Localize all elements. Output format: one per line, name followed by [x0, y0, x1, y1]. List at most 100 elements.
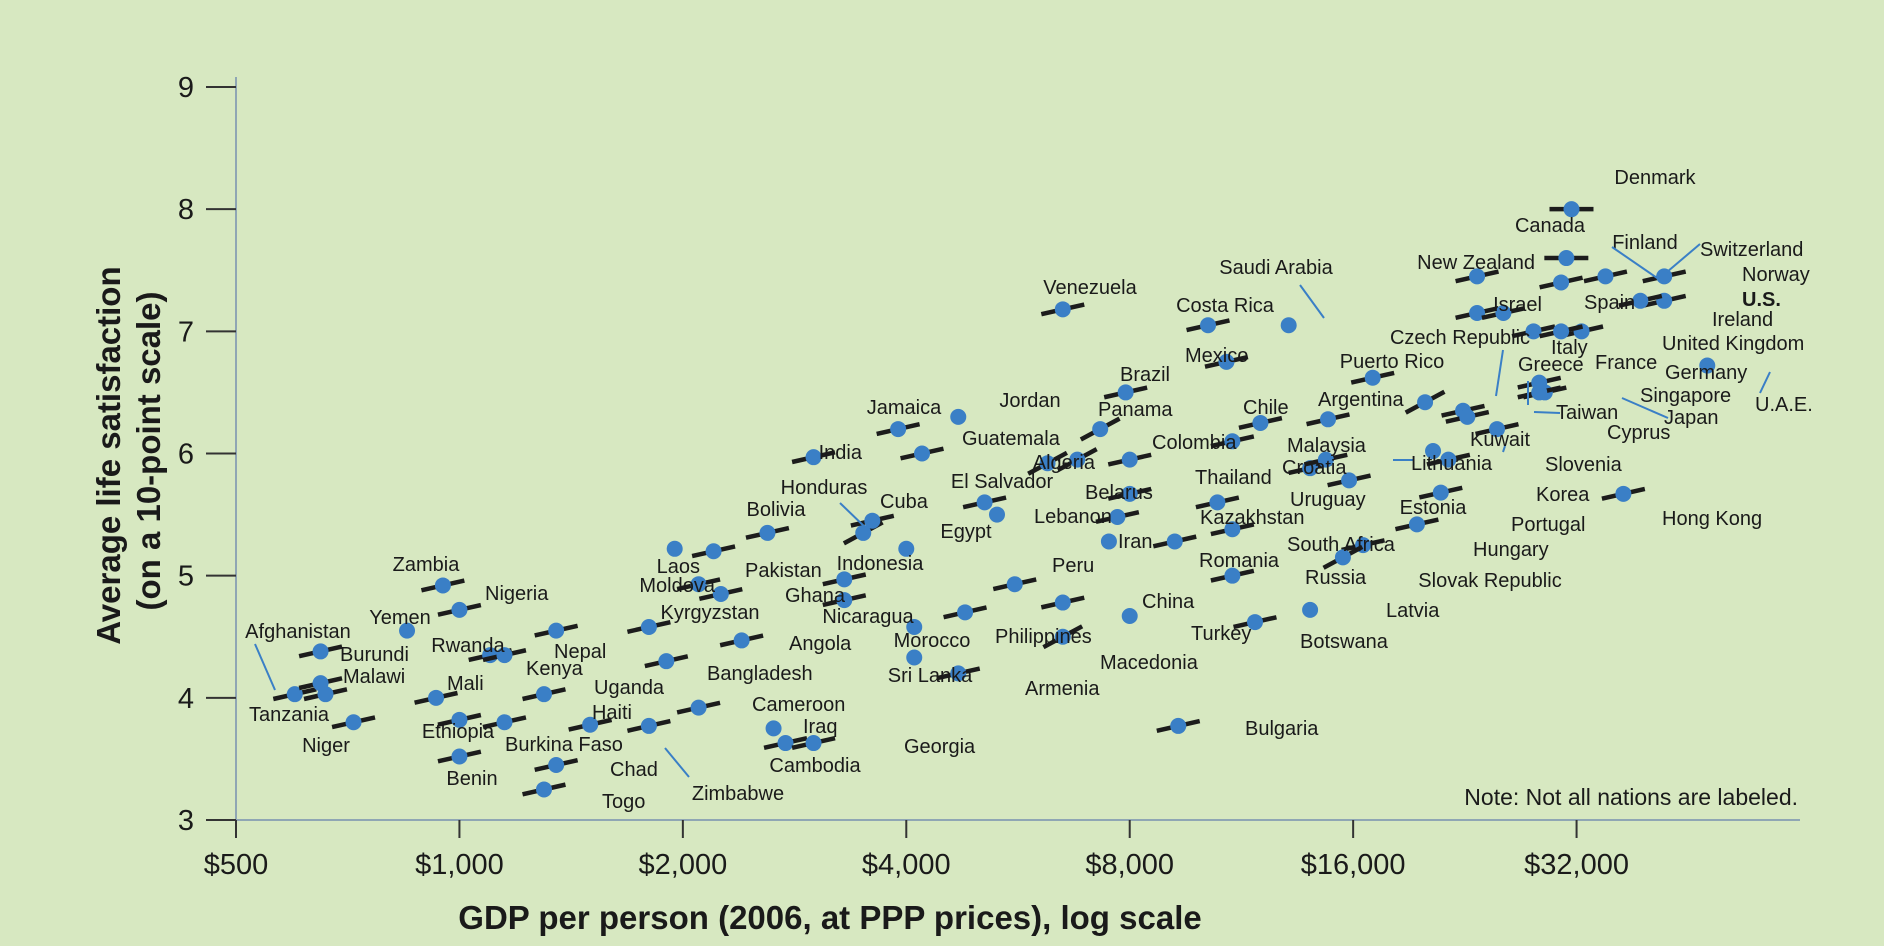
data-point	[1209, 494, 1226, 511]
country-label: Bolivia	[747, 499, 807, 521]
data-point	[1615, 485, 1632, 502]
data-point	[1425, 443, 1442, 460]
data-point	[777, 735, 794, 752]
country-label: Kenya	[526, 658, 584, 680]
country-label: Iran	[1118, 531, 1152, 553]
data-point	[1006, 576, 1023, 593]
country-label: Norway	[1742, 264, 1810, 286]
country-label: Niger	[302, 735, 350, 757]
country-label: Chile	[1243, 397, 1289, 419]
data-point	[1039, 455, 1056, 472]
data-point	[950, 665, 967, 682]
country-label: Macedonia	[1100, 652, 1199, 674]
data-point	[1531, 384, 1548, 401]
data-point	[1525, 323, 1542, 340]
country-label: Venezuela	[1043, 277, 1137, 299]
data-point	[759, 524, 776, 541]
country-label: Portugal	[1511, 514, 1586, 536]
country-label: Botswana	[1300, 631, 1389, 653]
country-label: Germany	[1665, 362, 1747, 384]
y-tick-label: 5	[178, 561, 194, 593]
country-label: Chad	[610, 759, 658, 781]
data-point	[1320, 411, 1337, 428]
data-point	[890, 421, 907, 438]
country-label: Korea	[1536, 484, 1590, 506]
x-tick-label: $32,000	[1524, 849, 1629, 881]
leader-line	[1666, 243, 1701, 273]
leader-line	[1759, 371, 1771, 394]
country-label: Afghanistan	[245, 621, 351, 643]
country-label: Taiwan	[1556, 402, 1618, 424]
country-label: China	[1142, 591, 1195, 613]
data-point	[1432, 484, 1449, 501]
country-label: Indonesia	[837, 553, 925, 575]
data-point	[805, 449, 822, 466]
country-label: Peru	[1052, 555, 1094, 577]
data-point	[496, 647, 513, 664]
country-label: Kuwait	[1470, 429, 1530, 451]
country-label: Latvia	[1386, 600, 1440, 622]
country-label: Honduras	[781, 477, 868, 499]
country-label: Zambia	[393, 554, 461, 576]
country-label: Algeria	[1033, 452, 1096, 474]
data-point	[690, 576, 707, 593]
data-point	[496, 714, 513, 731]
country-label: Singapore	[1640, 385, 1731, 407]
country-label: Ireland	[1712, 309, 1773, 331]
country-label: Saudi Arabia	[1219, 257, 1333, 279]
country-label: Estonia	[1400, 497, 1468, 519]
country-label: U.A.E.	[1755, 394, 1813, 416]
data-point	[690, 699, 707, 716]
country-label: Armenia	[1025, 678, 1100, 700]
country-label: Israel	[1493, 294, 1542, 316]
data-point	[1459, 408, 1476, 425]
data-point	[1121, 607, 1138, 624]
data-point	[976, 494, 993, 511]
country-label: Finland	[1612, 232, 1678, 254]
country-label: Pakistan	[745, 560, 822, 582]
data-point	[451, 711, 468, 728]
country-label: Angola	[789, 633, 852, 655]
country-label: Sri Lanka	[888, 665, 973, 687]
leader-line	[1495, 349, 1504, 397]
country-label: Jamaica	[867, 397, 942, 419]
data-point	[1054, 594, 1071, 611]
country-label: Puerto Rico	[1340, 351, 1445, 373]
data-point	[1699, 357, 1716, 374]
data-point	[1224, 433, 1241, 450]
data-point	[1252, 414, 1269, 431]
country-label: Denmark	[1614, 167, 1696, 189]
y-axis-title-line-1: Average life satisfaction	[90, 266, 127, 644]
data-point	[434, 577, 451, 594]
chart-note: Note: Not all nations are labeled.	[1464, 784, 1798, 810]
data-point	[1218, 353, 1235, 370]
data-point	[535, 686, 552, 703]
data-point	[1117, 384, 1134, 401]
country-label: Malaysia	[1287, 435, 1367, 457]
leader-line	[1502, 445, 1506, 453]
leader-line	[1299, 284, 1325, 319]
y-tick-label: 3	[178, 805, 194, 837]
data-point	[765, 720, 782, 737]
y-tick-label: 4	[178, 683, 194, 715]
data-point	[1121, 485, 1138, 502]
data-point	[950, 408, 967, 425]
country-label: Greece	[1518, 354, 1584, 376]
country-label: U.S.	[1742, 289, 1781, 311]
country-label: Japan	[1664, 407, 1719, 429]
data-point	[864, 512, 881, 529]
country-label: Uganda	[594, 677, 665, 699]
country-label: Hungary	[1473, 539, 1549, 561]
data-point	[1553, 274, 1570, 291]
country-label: India	[819, 442, 863, 464]
data-point	[1656, 268, 1673, 285]
country-label: Belarus	[1085, 482, 1153, 504]
x-axis-title: GDP per person (2006, at PPP prices), lo…	[458, 899, 1201, 936]
country-label: New Zealand	[1417, 252, 1535, 274]
country-label: Slovak Republic	[1418, 570, 1561, 592]
data-point	[1364, 369, 1381, 386]
country-label: Russia	[1305, 567, 1367, 589]
country-label: Yemen	[369, 607, 431, 629]
data-point	[988, 506, 1005, 523]
country-label: Ethiopia	[422, 721, 495, 743]
